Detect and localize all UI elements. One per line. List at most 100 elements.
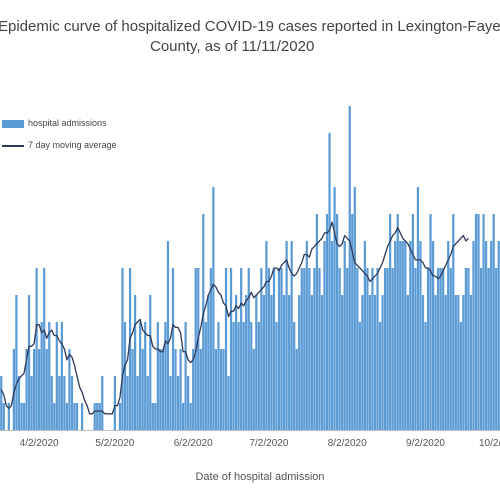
bar-27 [68, 349, 71, 430]
bar-29 [73, 403, 76, 430]
bar-179 [452, 214, 455, 430]
bar-70 [176, 376, 180, 430]
bar-32 [80, 403, 84, 430]
bar-56 [141, 349, 144, 430]
bar-99 [250, 322, 253, 430]
legend-swatch-line [2, 145, 24, 147]
bar-111 [280, 268, 283, 430]
bars-layer [0, 106, 500, 430]
bar-88 [222, 349, 225, 430]
bar-165 [416, 187, 420, 430]
bar-113 [285, 241, 288, 430]
legend-label-admissions: hospital admissions [28, 118, 107, 128]
moving-average-line [0, 221, 469, 415]
bar-104 [262, 295, 265, 430]
x-tick-label: 5/2/2020 [95, 438, 134, 449]
bar-166 [419, 241, 422, 430]
bar-146 [368, 295, 372, 430]
bar-107 [270, 295, 273, 430]
bar-22 [55, 322, 58, 430]
bar-159 [401, 241, 404, 430]
bar-112 [282, 295, 286, 430]
bar-48 [121, 268, 124, 430]
x-axis-label: Date of hospital admission [195, 471, 325, 483]
bar-150 [378, 322, 382, 430]
bar-101 [255, 295, 258, 430]
bar-100 [252, 349, 255, 430]
bar-187 [472, 241, 475, 430]
bar-85 [214, 349, 218, 430]
bar-134 [338, 268, 341, 430]
bar-69 [174, 349, 177, 430]
bar-161 [406, 295, 409, 430]
bar-37 [93, 403, 96, 430]
legend-swatch-bar [2, 120, 24, 128]
bar-78 [197, 268, 200, 430]
bar-160 [404, 241, 407, 430]
bar-147 [371, 268, 374, 430]
bar-115 [290, 241, 293, 430]
bar-75 [189, 403, 192, 430]
bar-68 [171, 268, 175, 430]
bar-173 [437, 268, 440, 430]
bar-14 [35, 268, 38, 430]
bar-98 [247, 268, 250, 430]
bar-71 [179, 349, 182, 430]
bar-9 [22, 403, 26, 430]
bar-145 [366, 268, 369, 430]
bar-61 [154, 403, 157, 430]
bar-57 [144, 322, 147, 430]
bar-76 [192, 349, 195, 430]
bar-129 [325, 214, 329, 430]
bar-177 [447, 241, 450, 430]
bar-114 [288, 295, 291, 430]
bar-155 [391, 268, 394, 430]
bar-84 [212, 187, 215, 430]
bar-90 [227, 376, 230, 430]
bar-80 [202, 214, 205, 430]
bar-180 [454, 295, 457, 430]
bar-137 [346, 268, 349, 430]
bar-110 [277, 268, 281, 430]
bar-81 [204, 322, 207, 430]
bar-196 [495, 268, 498, 430]
bar-127 [320, 295, 324, 430]
bar-119 [300, 268, 303, 430]
bar-167 [421, 295, 425, 430]
bar-58 [146, 376, 149, 430]
bar-123 [310, 295, 313, 430]
chart-title: Epidemic curve of hospitalized COVID-19 … [0, 2, 500, 62]
bar-125 [315, 214, 319, 430]
bar-21 [53, 403, 56, 430]
bar-1 [2, 403, 5, 430]
bar-20 [50, 376, 53, 430]
bar-149 [376, 268, 379, 430]
bar-152 [383, 268, 387, 430]
bar-117 [295, 349, 298, 430]
bar-28 [70, 376, 74, 430]
bar-45 [113, 376, 117, 430]
bar-121 [305, 241, 308, 430]
chart-title-line-2: County, as of 11/11/2020 [150, 38, 315, 55]
bar-195 [492, 214, 495, 430]
bar-192 [485, 241, 488, 430]
bar-49 [123, 322, 127, 430]
bar-62 [156, 322, 159, 430]
bar-15 [38, 349, 41, 430]
bar-52 [131, 349, 134, 430]
bar-40 [101, 376, 104, 430]
bar-190 [479, 268, 483, 430]
bar-141 [356, 268, 359, 430]
chart-legend: hospital admissions 7 day moving average [0, 116, 170, 160]
bar-54 [136, 376, 139, 430]
bar-120 [303, 268, 306, 430]
bar-65 [164, 322, 167, 430]
bar-53 [133, 295, 137, 430]
bar-109 [275, 322, 278, 430]
bar-0 [0, 376, 3, 430]
bar-8 [20, 403, 23, 430]
bar-156 [394, 241, 397, 430]
bar-128 [323, 241, 326, 430]
bar-47 [118, 403, 122, 430]
